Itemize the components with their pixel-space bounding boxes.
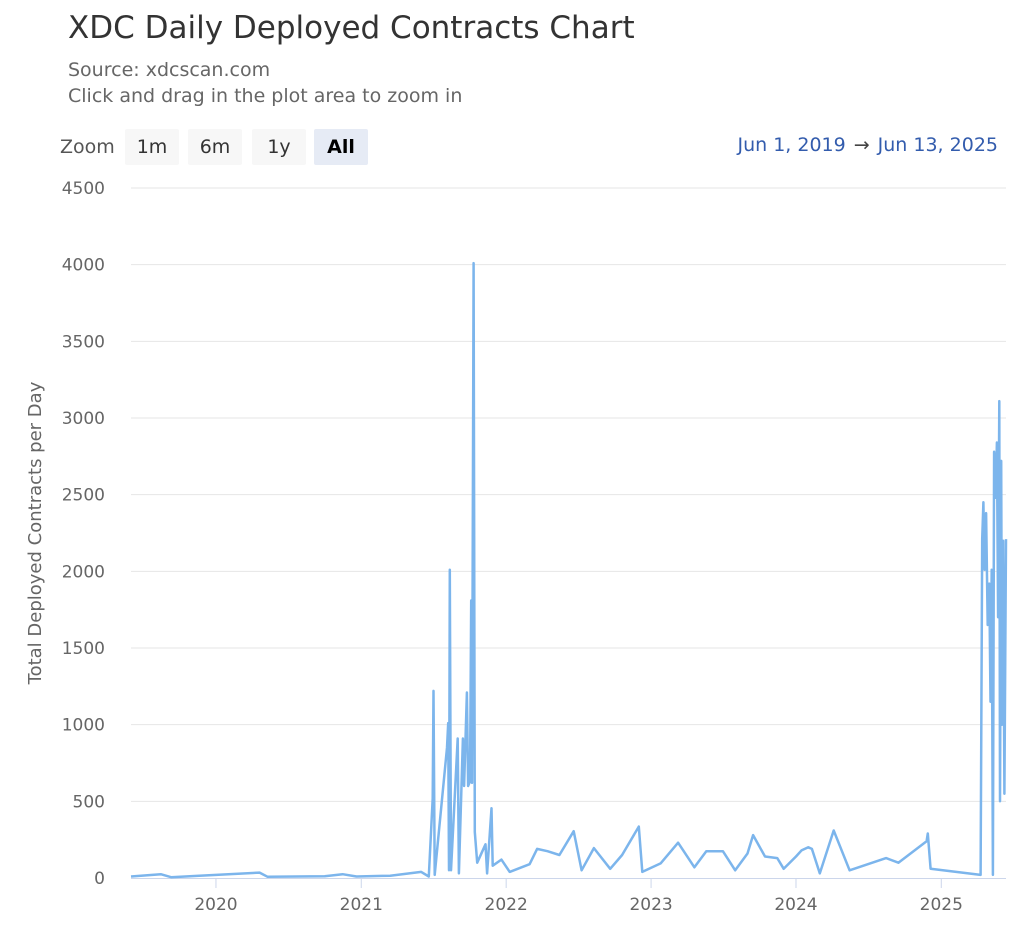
x-tick-label: 2024: [774, 895, 817, 915]
range-to-date[interactable]: Jun 13, 2025: [877, 134, 998, 156]
y-tick-label: 4500: [62, 179, 105, 199]
y-tick-label: 3000: [62, 409, 105, 429]
x-tick-label: 2020: [194, 895, 237, 915]
y-tick-label: 3500: [62, 332, 105, 352]
y-tick-label: 1000: [62, 716, 105, 736]
x-tick-label: 2023: [629, 895, 672, 915]
zoom-button-1y[interactable]: 1y: [252, 129, 306, 165]
x-tick-label: 2021: [340, 895, 383, 915]
y-tick-label: 0: [94, 869, 105, 889]
chart-subtitle-hint: Click and drag in the plot area to zoom …: [68, 85, 463, 107]
y-tick-label: 2000: [62, 562, 105, 582]
x-tick-label: 2025: [920, 895, 963, 915]
x-tick-label: 2022: [485, 895, 528, 915]
chart-subtitle-source: Source: xdcscan.com: [68, 59, 271, 81]
x-axis-ticks: 2020 2021 2022 2023 2024 2025: [194, 878, 963, 915]
y-tick-label: 4000: [62, 256, 105, 276]
date-range-display: Jun 1, 2019 → Jun 13, 2025: [737, 134, 998, 156]
range-arrow-icon: →: [853, 134, 870, 156]
y-tick-label: 1500: [62, 639, 105, 659]
y-tick-label: 500: [73, 792, 105, 812]
grid-lines: [131, 187, 1006, 802]
series-line[interactable]: [130, 261, 1008, 879]
zoom-label: Zoom: [60, 136, 115, 158]
zoom-button-6m[interactable]: 6m: [188, 129, 242, 165]
zoom-button-1m[interactable]: 1m: [125, 129, 179, 165]
y-axis-ticks: 0 500 1000 1500 2000 2500 3000 3500 4000 4500: [62, 179, 105, 889]
range-from-date[interactable]: Jun 1, 2019: [737, 134, 846, 156]
zoom-button-all[interactable]: All: [314, 129, 368, 165]
y-tick-label: 2500: [62, 486, 105, 506]
y-axis-label: Total Deployed Contracts per Day: [25, 381, 46, 685]
chart-title: XDC Daily Deployed Contracts Chart: [68, 10, 635, 46]
